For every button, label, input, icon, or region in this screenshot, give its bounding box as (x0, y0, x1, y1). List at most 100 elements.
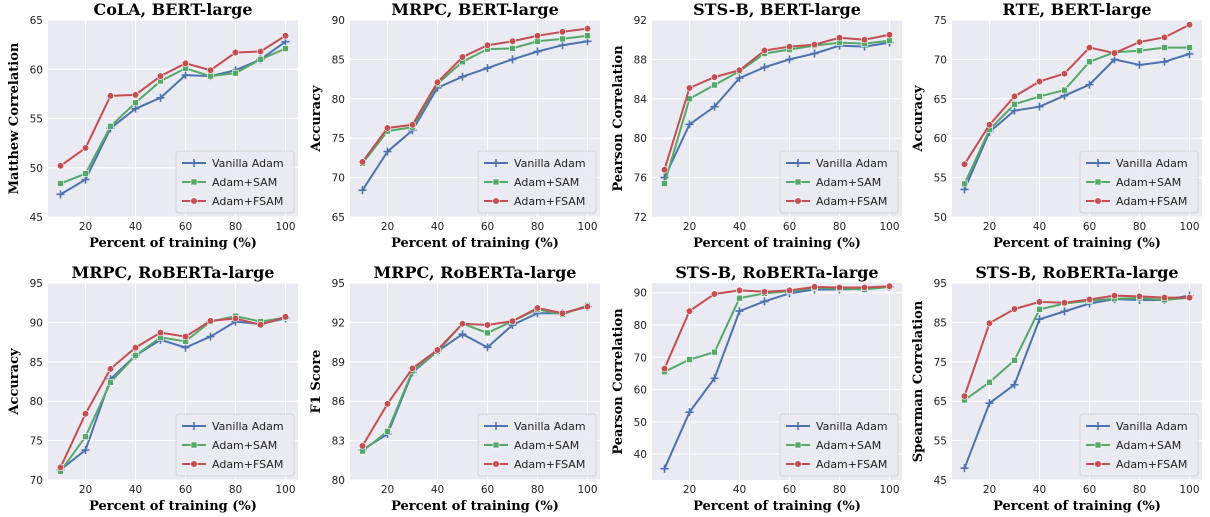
data-point-adam-fsam (558, 28, 567, 36)
data-point-adam-sam (384, 428, 391, 435)
x-tick-label: 20 (79, 484, 92, 496)
data-point-vanilla-adam (181, 71, 190, 80)
data-point-adam-sam (1086, 58, 1093, 66)
data-point-vanilla-adam (533, 47, 542, 56)
data-point-adam-fsam (558, 309, 567, 317)
data-point-adam-fsam (1135, 38, 1144, 46)
data-point-vanilla-adam (483, 343, 492, 352)
data-point-adam-fsam (383, 124, 392, 132)
y-axis-label: Spearman Correlation (911, 300, 926, 462)
y-tick-label: 92 (332, 317, 345, 329)
y-tick-label: 90 (30, 317, 43, 329)
legend-label: Adam+FSAM (1116, 195, 1187, 208)
data-point-adam-sam (686, 356, 693, 363)
legend-box (779, 413, 899, 477)
data-point-vanilla-adam (1035, 315, 1044, 324)
data-point-vanilla-adam (685, 120, 694, 129)
data-point-vanilla-adam (685, 408, 694, 417)
data-point-vanilla-adam (383, 147, 392, 156)
series-line-adam-sam (963, 46, 1190, 185)
data-point-adam-fsam (508, 37, 517, 45)
y-tick-label: 80 (332, 475, 345, 487)
data-point-adam-sam (509, 45, 516, 52)
y-tick-label: 60 (30, 64, 43, 76)
x-tick-label: 60 (783, 484, 796, 496)
data-point-adam-fsam (181, 332, 190, 341)
data-point-adam-sam (711, 81, 718, 89)
y-axis-label: Matthew Correlation (7, 42, 22, 194)
data-point-adam-sam (132, 352, 139, 359)
y-tick-label: 85 (934, 317, 947, 329)
data-point-vanilla-adam (458, 330, 467, 339)
y-tick-label: 90 (634, 288, 647, 300)
y-tick-label: 89 (332, 357, 345, 369)
data-point-adam-fsam (760, 288, 769, 296)
legend-box (175, 150, 295, 214)
data-point-adam-fsam (181, 59, 190, 67)
legend-label: Adam+SAM (514, 176, 579, 189)
data-point-adam-fsam (1010, 92, 1019, 101)
x-axis-label: Percent of training (%) (89, 236, 257, 251)
series-line-vanilla-adam (361, 40, 588, 191)
x-tick-label: 80 (229, 221, 242, 233)
legend-label: Adam+SAM (1116, 439, 1181, 452)
series-line-adam-fsam (361, 305, 588, 447)
legend-label: Adam+FSAM (1116, 458, 1187, 471)
data-point-vanilla-adam (785, 55, 794, 64)
data-point-adam-fsam (231, 48, 240, 57)
data-point-adam-fsam (1185, 21, 1194, 29)
data-point-adam-fsam (508, 317, 517, 325)
legend: Vanilla Adam Adam+SAM Adam+FSAM (477, 150, 597, 214)
x-axis-label: Percent of training (%) (693, 499, 861, 514)
y-tick-label: 83 (332, 436, 345, 448)
y-tick-label: 70 (934, 54, 947, 66)
chart-title: RTE, BERT-large (1002, 0, 1151, 19)
x-tick-label: 40 (431, 221, 444, 233)
data-point-adam-fsam (383, 400, 392, 408)
data-point-adam-fsam (1135, 292, 1144, 300)
data-point-adam-fsam (1160, 33, 1169, 41)
data-point-adam-sam (711, 348, 718, 356)
legend-marker (492, 441, 500, 449)
data-point-adam-fsam (1085, 43, 1094, 52)
data-point-adam-sam (82, 170, 89, 177)
x-axis-label: Percent of training (%) (391, 236, 559, 251)
chart-title: STS-B, RoBERTa-large (675, 263, 878, 282)
data-point-vanilla-adam (558, 41, 567, 50)
x-tick-label: 20 (79, 221, 92, 233)
y-tick-label: 50 (934, 212, 947, 224)
legend-box (1079, 413, 1199, 477)
series-line-adam-sam (59, 315, 286, 472)
legend-label: Vanilla Adam (212, 157, 284, 170)
legend-marker (794, 441, 802, 449)
data-point-adam-sam (1186, 44, 1193, 51)
legend-marker (190, 178, 198, 186)
legend-box (779, 150, 899, 214)
legend: Vanilla Adam Adam+SAM Adam+FSAM (477, 413, 597, 477)
data-point-adam-fsam (358, 442, 367, 450)
data-point-adam-fsam (710, 73, 719, 81)
data-point-adam-fsam (256, 47, 265, 56)
data-point-vanilla-adam (1085, 80, 1094, 89)
x-axis-label: Percent of training (%) (993, 236, 1161, 251)
x-tick-label: 40 (733, 221, 746, 233)
x-tick-label: 60 (1083, 484, 1096, 496)
data-point-adam-fsam (106, 365, 115, 373)
x-tick-label: 40 (1033, 484, 1046, 496)
series-line-vanilla-adam (963, 52, 1190, 190)
legend-box (477, 413, 597, 477)
data-point-adam-sam (1011, 101, 1018, 108)
legend-marker (794, 178, 802, 186)
legend-marker (190, 197, 198, 205)
legend: Vanilla Adam Adam+SAM Adam+FSAM (1079, 150, 1199, 214)
data-point-adam-fsam (835, 34, 844, 42)
data-point-vanilla-adam (483, 64, 492, 73)
x-tick-label: 80 (833, 484, 846, 496)
y-tick-label: 95 (934, 278, 947, 290)
data-point-adam-fsam (131, 344, 140, 352)
data-point-adam-fsam (156, 72, 165, 80)
data-point-adam-sam (484, 329, 491, 337)
data-point-adam-fsam (810, 283, 819, 291)
data-point-adam-sam (82, 433, 89, 440)
data-point-adam-fsam (206, 66, 215, 74)
